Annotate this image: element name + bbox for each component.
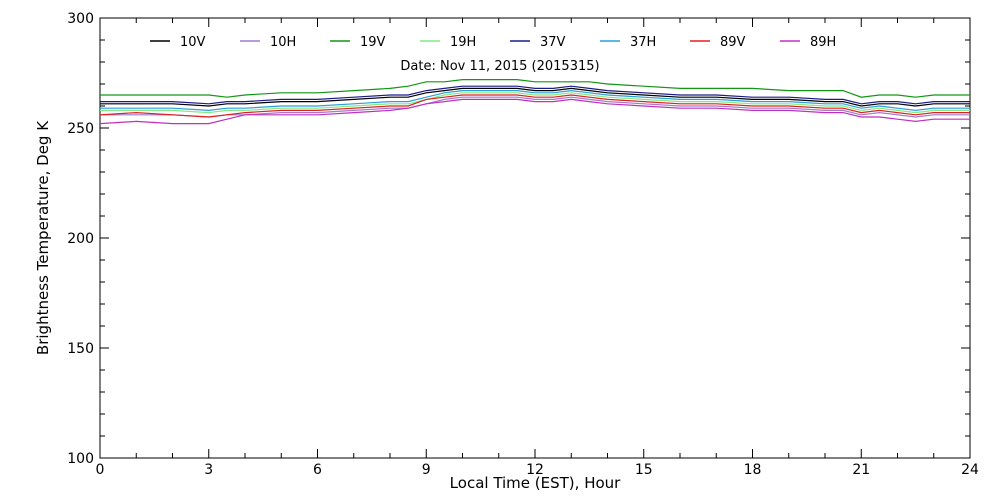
x-tick-label: 3 — [204, 462, 213, 478]
x-tick-label: 9 — [422, 462, 431, 478]
x-tick-label: 21 — [852, 462, 870, 478]
x-tick-label: 15 — [635, 462, 653, 478]
series-line-10v — [100, 87, 970, 107]
y-tick-label: 200 — [67, 231, 94, 247]
x-tick-label: 24 — [961, 462, 979, 478]
x-tick-label: 18 — [744, 462, 762, 478]
chart-title: Date: Nov 11, 2015 (2015315) — [400, 59, 599, 74]
series-line-19h — [100, 92, 970, 114]
legend-label-37v: 37V — [540, 35, 566, 50]
legend-label-89h: 89H — [810, 35, 836, 50]
x-tick-label: 6 — [313, 462, 322, 478]
x-axis-label: Local Time (EST), Hour — [450, 474, 621, 492]
y-tick-label: 300 — [67, 11, 94, 27]
series-line-89h — [99, 98, 970, 125]
y-tick-label: 250 — [67, 121, 94, 137]
y-axis-ticks: 100 150 200 250 300 — [67, 11, 970, 467]
legend-label-89v: 89V — [720, 35, 746, 50]
series-line-37v — [100, 85, 970, 105]
x-tick-label: 12 — [526, 462, 544, 478]
series-line-89v — [99, 94, 970, 118]
x-tick-label: 0 — [96, 462, 105, 478]
y-tick-label: 150 — [67, 341, 94, 357]
y-tick-label: 100 — [67, 451, 94, 467]
series-line-10h — [100, 96, 970, 118]
series-lines — [99, 78, 970, 125]
series-line-37h — [100, 89, 970, 112]
legend-label-19h: 19H — [450, 35, 476, 50]
legend-label-10h: 10H — [270, 35, 296, 50]
legend: 10V 10H 19V 19H 37V 37H 89V 89H — [150, 35, 836, 50]
legend-label-10v: 10V — [180, 35, 206, 50]
y-axis-label: Brightness Temperature, Deg K — [34, 120, 52, 355]
legend-label-37h: 37H — [630, 35, 656, 50]
legend-label-19v: 19V — [360, 35, 386, 50]
plot-frame — [99, 17, 971, 459]
series-line-19v — [100, 78, 970, 98]
x-axis-ticks: 0 3 6 9 12 15 18 21 24 — [96, 18, 979, 478]
